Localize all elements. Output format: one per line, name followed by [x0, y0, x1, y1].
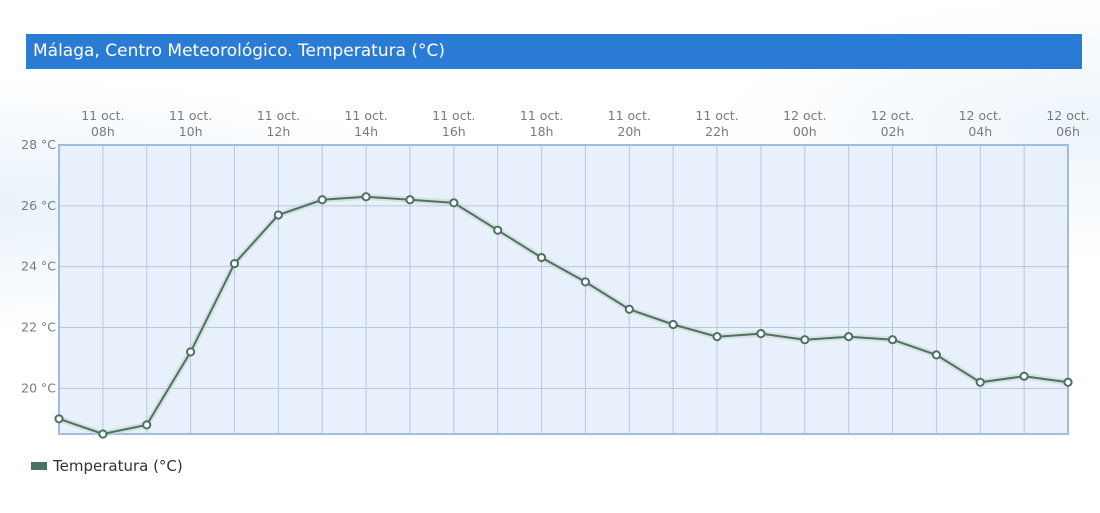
- data-point[interactable]: [800, 335, 810, 345]
- x-tick-label-hour: 04h: [968, 124, 992, 139]
- data-point[interactable]: [98, 429, 108, 439]
- x-tick-label-date: 12 oct.: [783, 108, 826, 123]
- data-point[interactable]: [1063, 377, 1073, 387]
- x-tick-label-hour: 10h: [179, 124, 203, 139]
- legend[interactable]: Temperatura (°C): [31, 456, 183, 476]
- x-tick-label-date: 11 oct.: [344, 108, 387, 123]
- series-line: [58, 195, 1069, 436]
- y-tick-label: 26 °C: [21, 198, 56, 213]
- data-point[interactable]: [317, 195, 327, 205]
- data-point[interactable]: [449, 198, 459, 208]
- data-point[interactable]: [54, 414, 64, 424]
- plot-area: [59, 145, 1068, 434]
- x-tick-label-date: 12 oct.: [871, 108, 914, 123]
- data-point[interactable]: [186, 347, 196, 357]
- data-point[interactable]: [668, 319, 678, 330]
- data-point[interactable]: [536, 252, 547, 263]
- x-tick-label-date: 12 oct.: [959, 108, 1002, 123]
- legend-swatch: [31, 462, 47, 470]
- x-tick-label-hour: 02h: [881, 124, 905, 139]
- data-point[interactable]: [493, 225, 503, 235]
- data-point[interactable]: [361, 192, 371, 202]
- x-tick-label-hour: 14h: [354, 124, 378, 139]
- data-point[interactable]: [273, 210, 283, 220]
- x-tick-label-hour: 06h: [1056, 124, 1080, 139]
- x-tick-label-hour: 12h: [266, 124, 290, 139]
- data-point[interactable]: [580, 277, 591, 287]
- data-point[interactable]: [624, 304, 634, 314]
- x-tick-label-date: 11 oct.: [432, 108, 475, 123]
- temperature-series: [54, 192, 1073, 439]
- x-tick-label-hour: 18h: [530, 124, 554, 139]
- x-tick-label-date: 12 oct.: [1046, 108, 1089, 123]
- x-tick-label-hour: 16h: [442, 124, 466, 139]
- data-point[interactable]: [844, 332, 854, 342]
- data-point[interactable]: [229, 259, 240, 269]
- data-point[interactable]: [712, 332, 722, 342]
- x-tick-label-date: 11 oct.: [608, 108, 651, 123]
- data-point[interactable]: [142, 420, 152, 430]
- y-tick-label: 28 °C: [21, 137, 56, 152]
- x-tick-label-date: 11 oct.: [169, 108, 212, 123]
- y-tick-label: 20 °C: [21, 380, 56, 395]
- x-tick-label-hour: 22h: [705, 124, 729, 139]
- data-point[interactable]: [756, 329, 766, 339]
- legend-label: Temperatura (°C): [53, 457, 183, 475]
- data-point[interactable]: [1019, 371, 1029, 381]
- x-tick-label-date: 11 oct.: [695, 108, 738, 123]
- data-point[interactable]: [887, 335, 898, 345]
- y-tick-label: 24 °C: [21, 259, 56, 274]
- plot-border: [58, 144, 1069, 435]
- x-tick-label-date: 11 oct.: [81, 108, 124, 123]
- x-tick-label-date: 11 oct.: [257, 108, 300, 123]
- x-tick-label-hour: 00h: [793, 124, 817, 139]
- chart-title: Málaga, Centro Meteorológico. Temperatur…: [33, 41, 446, 61]
- y-axis-tick-labels: 28 °C 26 °C 24 °C 22 °C 20 °C: [21, 137, 56, 395]
- x-tick-label-date: 11 oct.: [520, 108, 563, 123]
- x-tick-label-hour: 08h: [91, 124, 115, 139]
- data-point[interactable]: [931, 350, 941, 360]
- data-point[interactable]: [405, 195, 415, 205]
- x-tick-label-hour: 20h: [617, 124, 641, 139]
- data-point[interactable]: [975, 377, 985, 387]
- chart-title-bar: Málaga, Centro Meteorológico. Temperatur…: [26, 34, 1082, 69]
- y-tick-label: 22 °C: [21, 320, 56, 335]
